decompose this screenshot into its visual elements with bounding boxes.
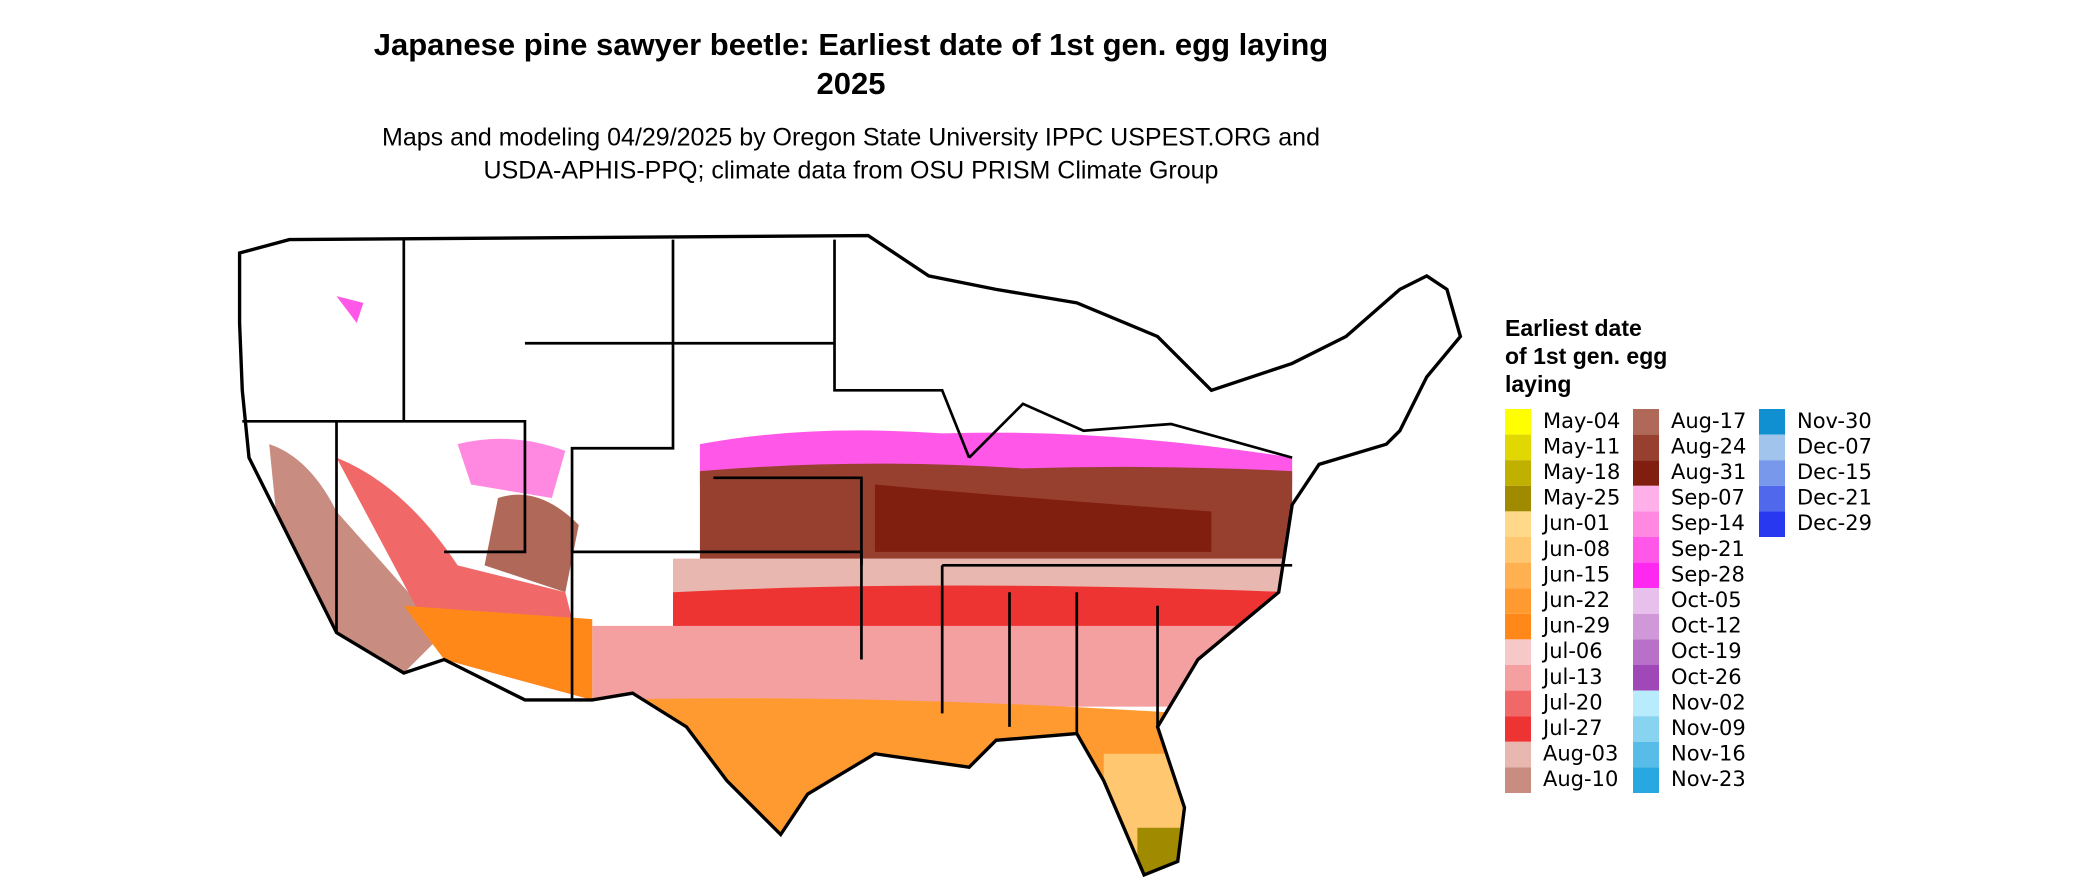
legend-label: Sep-07 [1671,486,1745,510]
legend-label: Nov-02 [1671,690,1746,714]
legend-label: Nov-30 [1797,409,1872,433]
legend-label: Sep-21 [1671,537,1745,561]
legend-label: Jul-20 [1541,690,1603,714]
legend-swatch [1759,434,1785,461]
legend-label: Aug-03 [1543,742,1618,766]
legend-swatch [1505,613,1531,640]
legend-swatch [1633,434,1659,461]
legend-swatch [1633,690,1659,717]
legend-label: Jun-01 [1541,511,1610,535]
legend-swatch [1633,741,1659,768]
legend-label: Aug-24 [1671,434,1746,458]
us-map [237,233,1463,878]
legend-swatch [1759,409,1785,435]
legend-swatch [1505,588,1531,614]
legend-swatch [1633,460,1659,486]
legend-label: Oct-12 [1671,614,1742,638]
legend-label: Aug-17 [1671,409,1746,433]
legend-swatch [1505,767,1531,793]
legend-swatch [1505,409,1531,435]
subtitle: USDA-APHIS-PPQ; climate data from OSU PR… [484,157,1219,185]
legend-label: Jul-13 [1541,665,1603,689]
legend-swatch [1633,511,1659,537]
title: Japanese pine sawyer beetle: Earliest da… [374,27,1328,62]
legend-swatch [1505,665,1531,691]
legend-swatch [1633,767,1659,793]
legend-label: Jul-06 [1541,639,1603,663]
legend-label: Oct-05 [1671,588,1742,612]
legend-label: Dec-07 [1797,434,1872,458]
legend-label: Oct-19 [1671,639,1742,663]
title: 2025 [817,66,886,101]
legend-title: laying [1505,371,1571,397]
legend-swatch [1759,511,1785,537]
legend-label: Aug-31 [1671,460,1746,484]
legend-label: Jun-22 [1541,588,1610,612]
legend-swatch [1505,485,1531,512]
legend-swatch [1505,460,1531,486]
legend-swatch [1633,562,1659,589]
legend-title: Earliest date [1505,315,1642,341]
legend-swatch [1633,409,1659,435]
legend-label: Nov-16 [1671,742,1746,766]
legend-swatch [1759,485,1785,512]
legend-swatch [1505,639,1531,665]
legend-swatch [1505,741,1531,768]
legend: May-04May-11May-18May-25Jun-01Jun-08Jun-… [1505,409,1872,793]
legend-label: Jun-08 [1541,537,1610,561]
legend-label: Oct-26 [1671,665,1742,689]
legend-swatch [1505,537,1531,563]
legend-label: Dec-21 [1797,486,1872,510]
legend-label: May-04 [1543,409,1620,433]
legend-swatch [1505,690,1531,717]
legend-swatch [1505,562,1531,589]
legend-title: of 1st gen. egg [1505,343,1667,369]
legend-label: May-25 [1543,486,1620,510]
legend-swatch [1633,639,1659,665]
legend-label: May-18 [1543,460,1620,484]
legend-label: Sep-14 [1671,511,1745,535]
legend-label: Nov-09 [1671,716,1746,740]
legend-label: Nov-23 [1671,767,1746,791]
legend-swatch [1759,460,1785,486]
legend-label: Jun-15 [1541,562,1610,586]
legend-label: Dec-15 [1797,460,1872,484]
legend-label: Sep-28 [1671,562,1745,586]
subtitle: Maps and modeling 04/29/2025 by Oregon S… [382,124,1320,152]
legend-swatch [1505,716,1531,742]
legend-label: May-11 [1543,434,1620,458]
legend-swatch [1633,613,1659,640]
legend-swatch [1505,511,1531,537]
legend-swatch [1633,485,1659,512]
legend-swatch [1633,716,1659,742]
legend-label: Dec-29 [1797,511,1872,535]
legend-swatch [1633,588,1659,614]
legend-swatch [1505,434,1531,461]
legend-label: Jun-29 [1541,614,1610,638]
legend-label: Aug-10 [1543,767,1618,791]
legend-swatch [1633,537,1659,563]
legend-swatch [1633,665,1659,691]
legend-label: Jul-27 [1541,716,1603,740]
